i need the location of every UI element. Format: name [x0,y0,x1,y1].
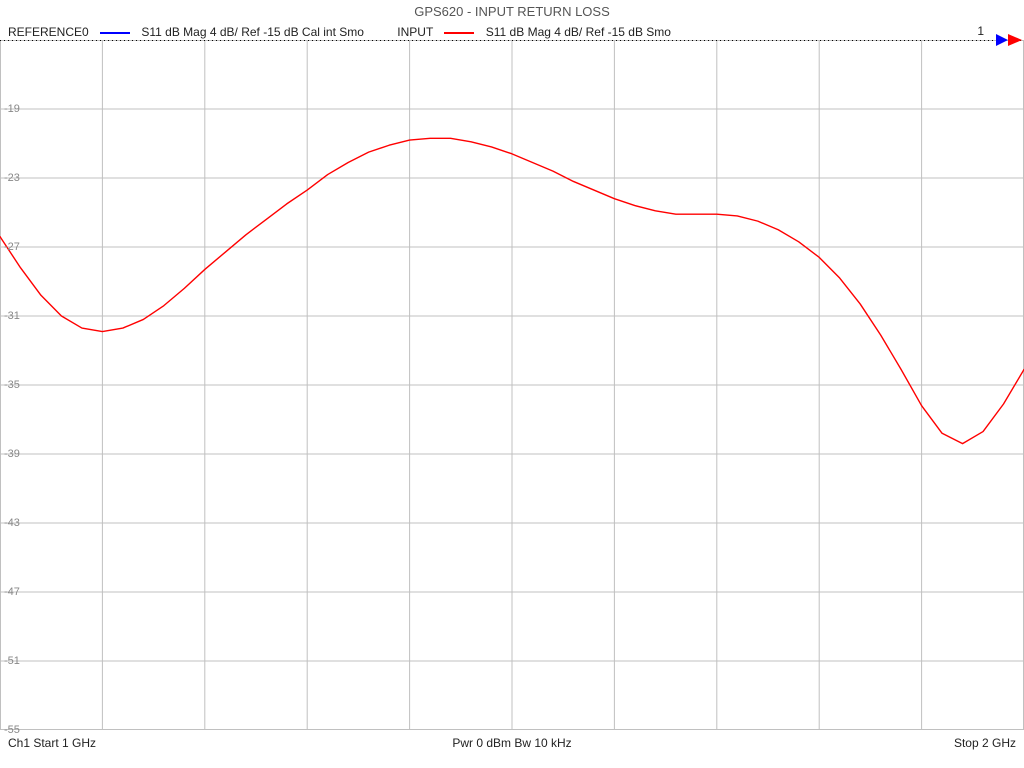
y-tick-label: -55 [4,724,20,736]
y-tick-label: -27 [4,241,20,253]
plot-area [0,40,1024,730]
legend-trace2-name: INPUT [397,25,433,39]
y-tick-label: -31 [4,310,20,322]
footer-center: Pwr 0 dBm Bw 10 kHz [0,736,1024,750]
y-tick-label: -35 [4,379,20,391]
legend: REFERENCE0 S11 dB Mag 4 dB/ Ref -15 dB C… [8,24,1016,40]
y-tick-label: -39 [4,448,20,460]
y-tick-label: -51 [4,655,20,667]
y-tick-label: -43 [4,517,20,529]
y-tick-label: -23 [4,172,20,184]
footer-stop: Stop 2 GHz [954,736,1016,750]
y-tick-label: -19 [4,103,20,115]
legend-trace1-info: S11 dB Mag 4 dB/ Ref -15 dB Cal int Smo [141,25,364,39]
marker-icons [994,34,1024,50]
legend-trace1-swatch [100,32,130,34]
y-tick-label: -47 [4,586,20,598]
legend-trace2-info: S11 dB Mag 4 dB/ Ref -15 dB Smo [486,25,671,39]
legend-trace1-name: REFERENCE0 [8,25,89,39]
chart-title: GPS620 - INPUT RETURN LOSS [0,4,1024,19]
marker-number: 1 [977,24,984,38]
legend-trace2-swatch [444,32,474,34]
